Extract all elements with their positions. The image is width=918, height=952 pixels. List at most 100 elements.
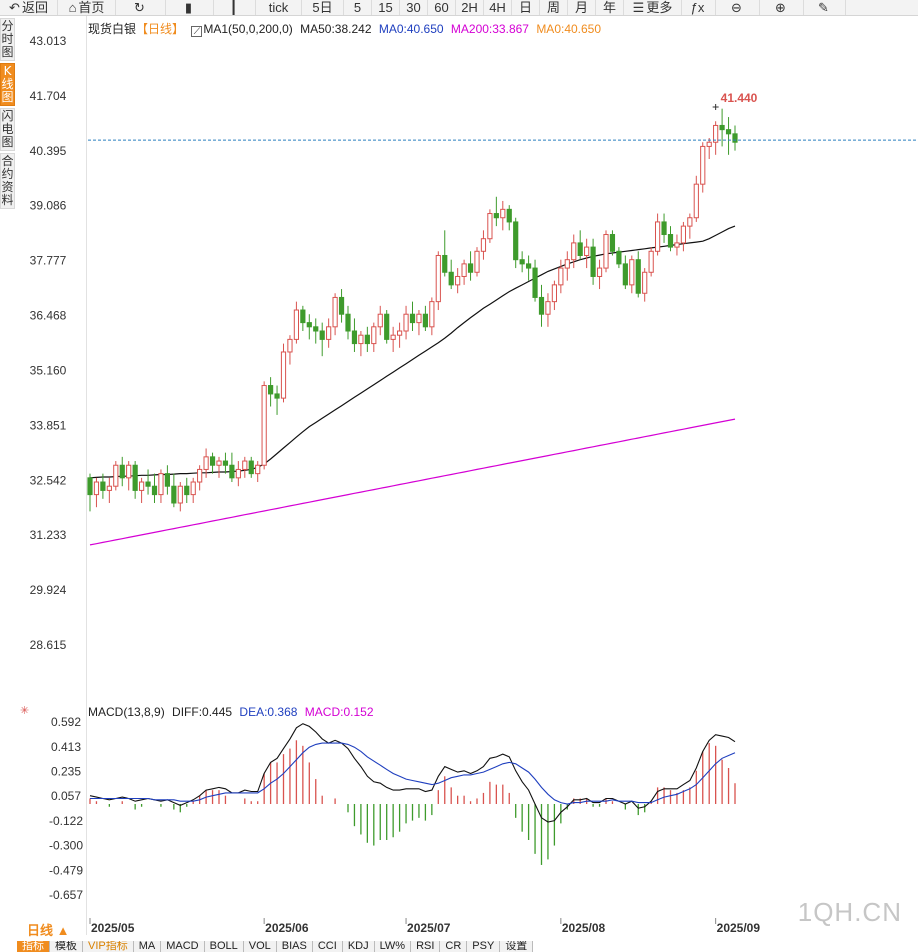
toolbar-label: 返回 [21, 0, 48, 15]
ma50-value: MA50:38.242 [300, 22, 372, 36]
indicator-tab-vip指标[interactable]: VIP指标 [83, 941, 134, 952]
toolbar-item-10[interactable]: 60 [428, 0, 456, 15]
indicator-tab-kdj[interactable]: KDJ [342, 941, 375, 952]
candle-body [442, 254, 448, 273]
indicator-tab-psy[interactable]: PSY [467, 941, 501, 952]
indicator-tab-指标[interactable]: 指标 [17, 941, 50, 952]
indicator-tab-rsi[interactable]: RSI [411, 941, 441, 952]
indicator-tab-ma[interactable]: MA [133, 941, 162, 952]
diff-value: DIFF:0.445 [172, 705, 233, 719]
candle-body [229, 464, 235, 479]
candlestick-icon: ┃ [229, 0, 238, 15]
candle-body [480, 238, 487, 252]
toolbar-item-15[interactable]: 月 [568, 0, 596, 15]
toolbar-item-16[interactable]: 年 [596, 0, 624, 15]
indicator-tab-boll[interactable]: BOLL [204, 941, 244, 952]
instrument-name: 现货白银 [88, 22, 137, 36]
toolbar-item-1[interactable]: ⌂ 首页 [58, 0, 116, 15]
candle-body [313, 326, 319, 332]
candle-body [467, 263, 474, 273]
candle-body [306, 322, 312, 328]
refresh-icon: ↻ [134, 0, 145, 15]
toolbar-label: 5日 [312, 0, 333, 15]
toolbar-item-13[interactable]: 日 [512, 0, 540, 15]
candle-body [345, 313, 351, 332]
price-tick-label: 31.233 [30, 528, 67, 542]
indicator-tab-bias[interactable]: BIAS [276, 941, 313, 952]
macd-tick-label: 0.235 [51, 764, 81, 778]
toolbar-item-9[interactable]: 30 [400, 0, 428, 15]
toolbar-item-0[interactable]: ↶ 返回 [0, 0, 58, 15]
candle-body [255, 464, 261, 475]
candle-body [629, 259, 635, 286]
toolbar-item-17[interactable]: ☰ 更多 [624, 0, 682, 15]
indicator-tab-macd[interactable]: MACD [161, 941, 205, 952]
indicator-tab-vol[interactable]: VOL [243, 941, 277, 952]
macd-settings-icon[interactable]: ✳ [20, 705, 30, 717]
candle-body [364, 334, 370, 345]
indicator-tab-lw%[interactable]: LW% [374, 941, 412, 952]
candle-body [403, 313, 409, 332]
ma0-value-b: MA0:40.650 [536, 22, 602, 36]
toolbar-item-21[interactable]: ✎ [804, 0, 846, 15]
ma0-value-a: MA0:40.650 [378, 22, 444, 36]
indicator-tab-cci[interactable]: CCI [312, 941, 343, 952]
toolbar-item-11[interactable]: 2H [456, 0, 484, 15]
date-tick-label: 2025/08 [562, 921, 606, 935]
toolbar-item-7[interactable]: 5 [344, 0, 372, 15]
side-tab-3[interactable]: 合约资料 [0, 153, 15, 209]
menu-icon: ☰ [632, 0, 645, 15]
candle-body [700, 145, 706, 185]
back-arrow-icon: ↶ [9, 0, 20, 15]
price-tick-label: 37.777 [30, 254, 67, 268]
toolbar-item-19[interactable]: ⊖ [716, 0, 760, 15]
candle-body [719, 124, 725, 131]
candle-body [293, 309, 299, 340]
toolbar-item-8[interactable]: 15 [372, 0, 400, 15]
candle-body [409, 313, 416, 324]
period-tab[interactable]: 日线 ▲ [27, 923, 70, 938]
side-tab-0[interactable]: 分时图 [0, 18, 15, 61]
candle-body [132, 464, 138, 491]
bottom-bar: 日线 ▲ 指标 模板 VIP指标 MA MACD BOLL VOL BIAS CCI KDJ LW%… [0, 922, 918, 952]
ma-params-label: MA1(50,0,200,0) [203, 22, 293, 36]
series-diff-line [89, 723, 736, 823]
toolbar-item-2[interactable]: ↻ [116, 0, 166, 15]
candle-body [706, 141, 712, 147]
candle-body [429, 301, 435, 328]
toolbar-item-3[interactable]: ▮ [166, 0, 214, 15]
date-tick-label: 2025/05 [91, 921, 135, 935]
indicator-tab-cr[interactable]: CR [440, 941, 468, 952]
price-tick-label: 35.160 [30, 363, 67, 377]
toolbar-item-12[interactable]: 4H [484, 0, 512, 15]
candle-body [596, 267, 603, 277]
toolbar-item-14[interactable]: 周 [540, 0, 568, 15]
indicator-tab-模板[interactable]: 模板 [50, 941, 83, 952]
indicator-tab-设置[interactable]: 设置 [500, 941, 534, 952]
candle-body [242, 460, 248, 470]
candle-body [319, 330, 325, 340]
ma-settings-icon[interactable]: ⟋ [191, 26, 203, 37]
fx-icon: ƒx [690, 0, 705, 15]
side-tab-2[interactable]: 闪电图 [0, 108, 15, 151]
high-value-label: 41.440 [721, 91, 758, 105]
toolbar-item-5[interactable]: tick [256, 0, 302, 15]
candle-body [326, 326, 332, 340]
toolbar-label: 5 [353, 0, 362, 15]
macd-tick-label: -0.122 [49, 814, 83, 828]
candle-body [448, 271, 454, 286]
candle-body [474, 250, 480, 273]
toolbar-item-20[interactable]: ⊕ [760, 0, 804, 15]
candle-body [287, 338, 293, 353]
candle-body [332, 296, 338, 328]
toolbar-label: 4H [489, 0, 506, 15]
candle-body [687, 217, 693, 227]
toolbar-item-6[interactable]: 5日 [302, 0, 344, 15]
candle-body [119, 464, 125, 479]
macd-legend: MACD(13,8,9) DIFF:0.445 DEA:0.368 MACD:0… [88, 705, 378, 719]
toolbar-item-18[interactable]: ƒx [682, 0, 716, 15]
toolbar-item-4[interactable]: ┃ [214, 0, 256, 15]
candle-body [248, 460, 254, 475]
